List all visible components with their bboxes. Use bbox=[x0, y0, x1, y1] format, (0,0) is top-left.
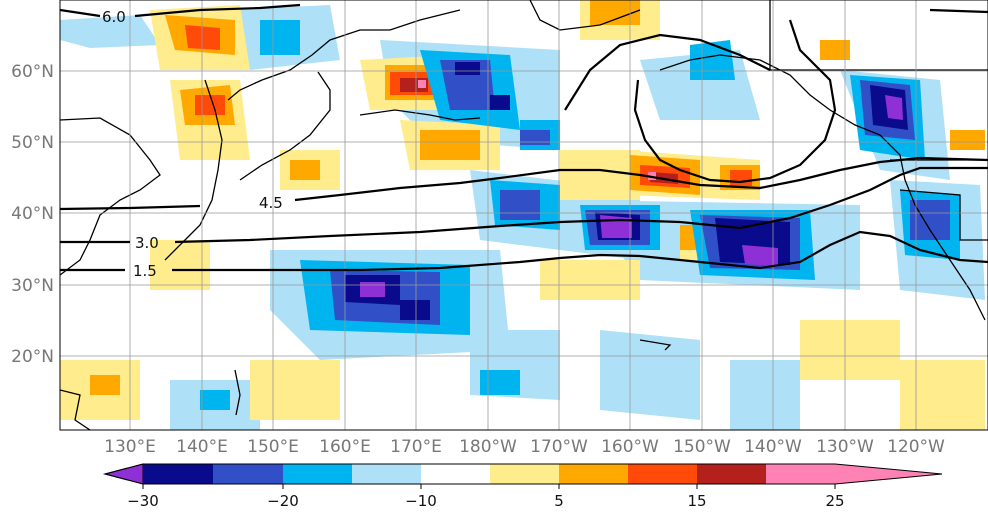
colorbar-extend-high bbox=[835, 464, 942, 484]
lat-label: 50°N bbox=[11, 133, 54, 153]
colorbar-segment bbox=[490, 464, 559, 484]
colorbar-segment bbox=[352, 464, 421, 484]
lon-label: 120°W bbox=[887, 437, 945, 457]
lon-label: 130°W bbox=[816, 437, 874, 457]
contour-label-3-0: 3.0 bbox=[135, 234, 159, 252]
colorbar-segment bbox=[213, 464, 283, 484]
contour-label-1-5: 1.5 bbox=[133, 262, 157, 280]
contour-label-6-0: 6.0 bbox=[102, 8, 126, 26]
colorbar-tick-label: 15 bbox=[687, 492, 706, 510]
lat-label: 20°N bbox=[11, 347, 54, 367]
colorbar-tick-label: 25 bbox=[825, 492, 844, 510]
lat-label: 60°N bbox=[11, 62, 54, 82]
colorbar-tick-label: 5 bbox=[554, 492, 564, 510]
lon-label: 140°E bbox=[176, 437, 228, 457]
lon-label: 180°W bbox=[459, 437, 517, 457]
colorbar-tick-label: −30 bbox=[127, 492, 159, 510]
colorbar-tick-label: −10 bbox=[405, 492, 437, 510]
contour-lines bbox=[60, 3, 988, 272]
colorbar-segment bbox=[559, 464, 628, 484]
lon-label: 150°W bbox=[673, 437, 731, 457]
lon-label: 130°E bbox=[104, 437, 156, 457]
latitude-labels: 60°N 50°N 40°N 30°N 20°N bbox=[11, 62, 54, 367]
colorbar-segment bbox=[421, 464, 490, 484]
lon-label: 160°E bbox=[319, 437, 371, 457]
contour-label-4-5: 4.5 bbox=[259, 194, 283, 212]
colorbar-ticks bbox=[142, 484, 836, 489]
colorbar-segment bbox=[143, 464, 213, 484]
lon-label: 160°W bbox=[601, 437, 659, 457]
anomaly-field bbox=[60, 0, 985, 430]
colorbar-segment bbox=[283, 464, 352, 484]
colorbar-segment bbox=[766, 464, 835, 484]
lon-label: 140°W bbox=[744, 437, 802, 457]
colorbar-segment bbox=[697, 464, 766, 484]
colorbar-tick-label: −20 bbox=[267, 492, 299, 510]
longitude-labels: 130°E 140°E 150°E 160°E 170°E 180°W 170°… bbox=[104, 437, 945, 457]
colorbar-segment bbox=[628, 464, 697, 484]
lon-label: 150°E bbox=[247, 437, 299, 457]
contour-labels: 6.0 4.5 3.0 1.5 bbox=[102, 8, 283, 280]
colorbar: −30 −20 −10 5 15 25 bbox=[103, 463, 943, 510]
map-frame bbox=[59, 0, 988, 431]
lat-label: 40°N bbox=[11, 204, 54, 224]
gridlines bbox=[60, 0, 988, 430]
colorbar-extend-low bbox=[103, 463, 144, 485]
lon-label: 170°W bbox=[530, 437, 588, 457]
lon-label: 170°E bbox=[390, 437, 442, 457]
lat-label: 30°N bbox=[11, 276, 54, 296]
